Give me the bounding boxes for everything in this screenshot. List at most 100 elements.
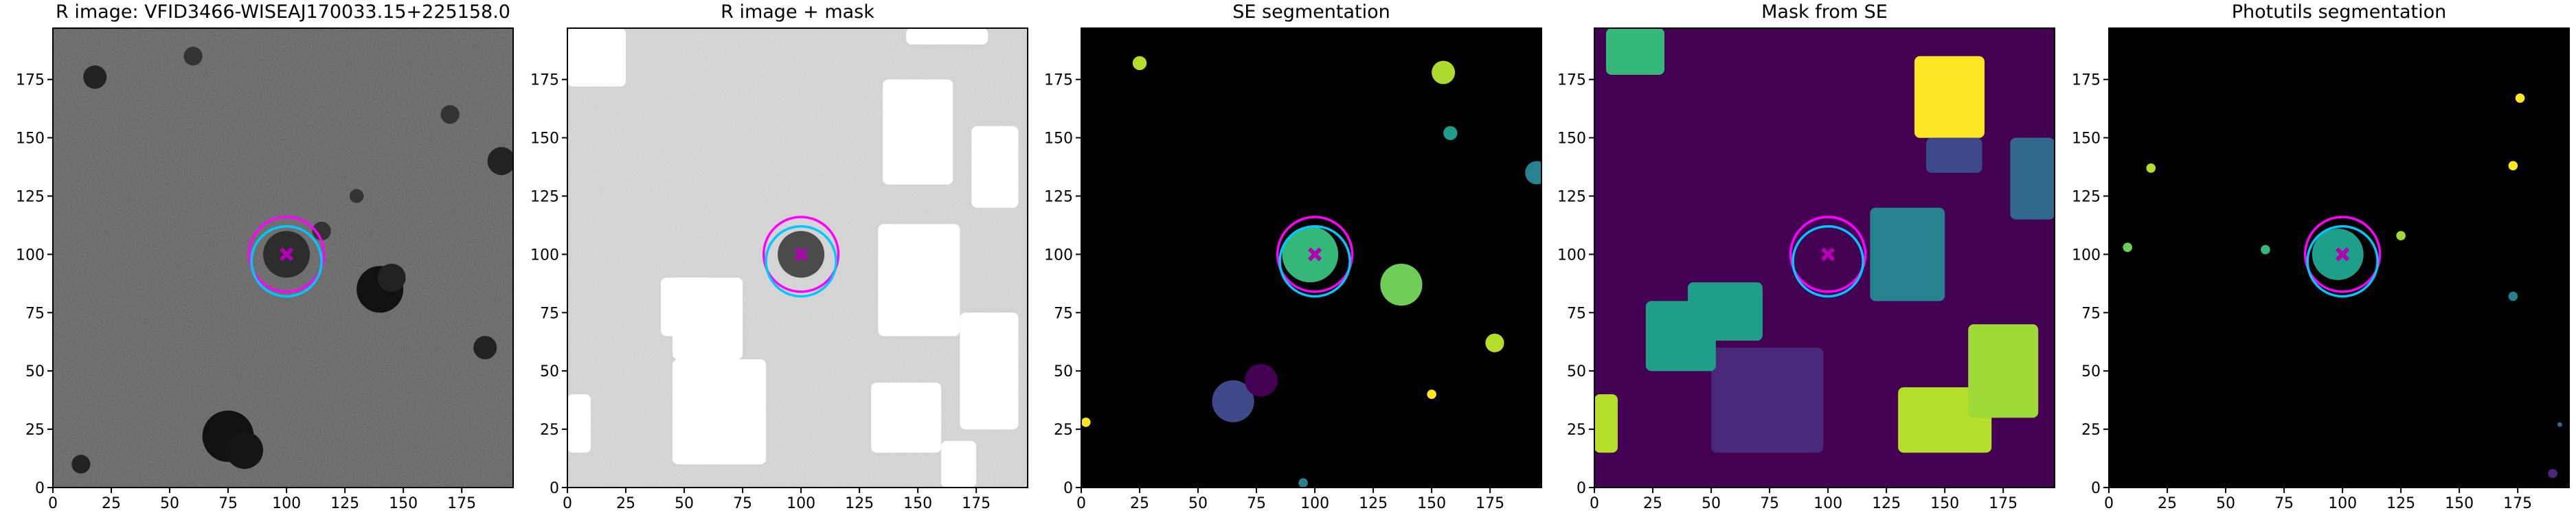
- center-marker: [2335, 247, 2350, 262]
- x-tick-label: 50: [1702, 495, 1721, 512]
- source: [183, 47, 203, 66]
- region: [1870, 207, 1945, 301]
- x-tick-label: 25: [2158, 495, 2177, 512]
- y-tick-label: 50: [25, 363, 45, 380]
- aperture: [1792, 225, 1864, 298]
- x-tick-label: 150: [389, 495, 418, 512]
- source: [1485, 333, 1504, 353]
- x-tick-label: 0: [563, 495, 572, 512]
- y-tick-label: 125: [16, 189, 45, 206]
- panel: R image + mask 0 25 50 75 100 125 150 175 0 25 50 75…: [530, 1, 1028, 512]
- y-tick-label: 50: [540, 363, 559, 380]
- y-tick-label: 50: [1567, 363, 1586, 380]
- source: [487, 147, 513, 175]
- x-tick-label: 125: [845, 495, 874, 512]
- axes-frame: [1081, 27, 1542, 488]
- y-tick-label: 100: [1044, 247, 1073, 264]
- y-tick-label: 75: [1567, 305, 1586, 322]
- x-tick-label: 50: [675, 495, 694, 512]
- aperture: [2303, 216, 2382, 293]
- y-tick-label: 0: [35, 480, 45, 497]
- y-tick-label: 175: [2072, 72, 2101, 89]
- source: [1081, 417, 1091, 427]
- image: [1594, 28, 2055, 488]
- source: [2312, 228, 2364, 280]
- y-tick-label: 175: [16, 72, 45, 89]
- x-tick-label: 100: [787, 495, 815, 512]
- x-tick-label: 100: [2328, 495, 2357, 512]
- region: [871, 382, 942, 453]
- x-tick-label: 150: [903, 495, 932, 512]
- region: [1645, 301, 1716, 371]
- axes-frame: [1594, 27, 2055, 488]
- x-tick-label: 25: [102, 495, 121, 512]
- source: [1212, 380, 1254, 422]
- source: [377, 263, 406, 292]
- source: [2508, 161, 2518, 171]
- y-tick-label: 75: [25, 305, 45, 322]
- panel: Photutils segmentation 0 25 50 75 100 125 150 17…: [2072, 1, 2570, 512]
- center-marker: [1820, 247, 1835, 262]
- image: [53, 28, 513, 488]
- x-tick-label: 150: [2445, 495, 2474, 512]
- y-tick-label: 125: [2072, 189, 2101, 206]
- x-tick-label: 125: [2386, 495, 2415, 512]
- source: [1298, 478, 1308, 488]
- y-tick-label: 100: [2072, 247, 2101, 264]
- region: [971, 126, 1019, 208]
- y-tick-label: 150: [1557, 130, 1586, 148]
- source: [83, 65, 107, 89]
- y-tick-label: 150: [530, 130, 559, 148]
- x-tick-label: 75: [2274, 495, 2294, 512]
- region: [1914, 56, 1985, 138]
- aperture: [765, 225, 837, 298]
- source: [225, 431, 264, 469]
- y-tick-label: 150: [2072, 130, 2101, 148]
- x-tick-label: 0: [1076, 495, 1086, 512]
- x-tick-label: 0: [48, 495, 58, 512]
- aperture: [762, 216, 840, 293]
- region: [906, 28, 988, 45]
- y-tick-label: 0: [550, 480, 559, 497]
- region: [567, 28, 626, 87]
- panel-title: R image: VFID3466-WISEAJ170033.15+225158…: [56, 1, 510, 23]
- y-tick-label: 25: [2081, 422, 2101, 439]
- y-tick-label: 175: [530, 72, 559, 89]
- y-tick-label: 100: [1557, 247, 1586, 264]
- region: [883, 79, 953, 185]
- source: [1525, 161, 1541, 185]
- source: [1432, 60, 1456, 84]
- y-tick-label: 100: [16, 247, 45, 264]
- y-tick-label: 0: [2091, 480, 2101, 497]
- source: [71, 455, 91, 474]
- region: [1925, 137, 1982, 173]
- panel: SE segmentation 0 25 50 75 100 125 150 175 0 25 50 7…: [1044, 1, 1542, 512]
- image: [567, 28, 1028, 488]
- x-tick-label: 25: [616, 495, 635, 512]
- image: [1081, 28, 1541, 488]
- x-tick-label: 100: [1814, 495, 1842, 512]
- source: [1380, 263, 1423, 306]
- region: [2010, 137, 2055, 220]
- x-tick-label: 150: [1930, 495, 1959, 512]
- x-tick-label: 75: [733, 495, 752, 512]
- x-tick-label: 150: [1417, 495, 1446, 512]
- center-marker: [1307, 247, 1322, 262]
- x-tick-label: 25: [1130, 495, 1149, 512]
- axes-frame: [567, 27, 1028, 488]
- region: [941, 441, 977, 488]
- axes-frame: [2108, 27, 2570, 488]
- x-tick-label: 100: [1300, 495, 1329, 512]
- source: [473, 336, 497, 360]
- x-tick-label: 0: [2104, 495, 2114, 512]
- y-tick-label: 75: [1054, 305, 1073, 322]
- source: [1443, 126, 1458, 141]
- panel: Mask from SE 0 25 50 75 100 125 150 175 0 25 50 75 10…: [1557, 1, 2055, 512]
- y-tick-label: 75: [2081, 305, 2101, 322]
- aperture: [1276, 216, 1354, 293]
- panel-title: SE segmentation: [1232, 1, 1390, 23]
- y-tick-label: 150: [16, 130, 45, 148]
- aperture: [1278, 225, 1351, 298]
- region: [960, 312, 1019, 430]
- center-marker: [793, 247, 809, 262]
